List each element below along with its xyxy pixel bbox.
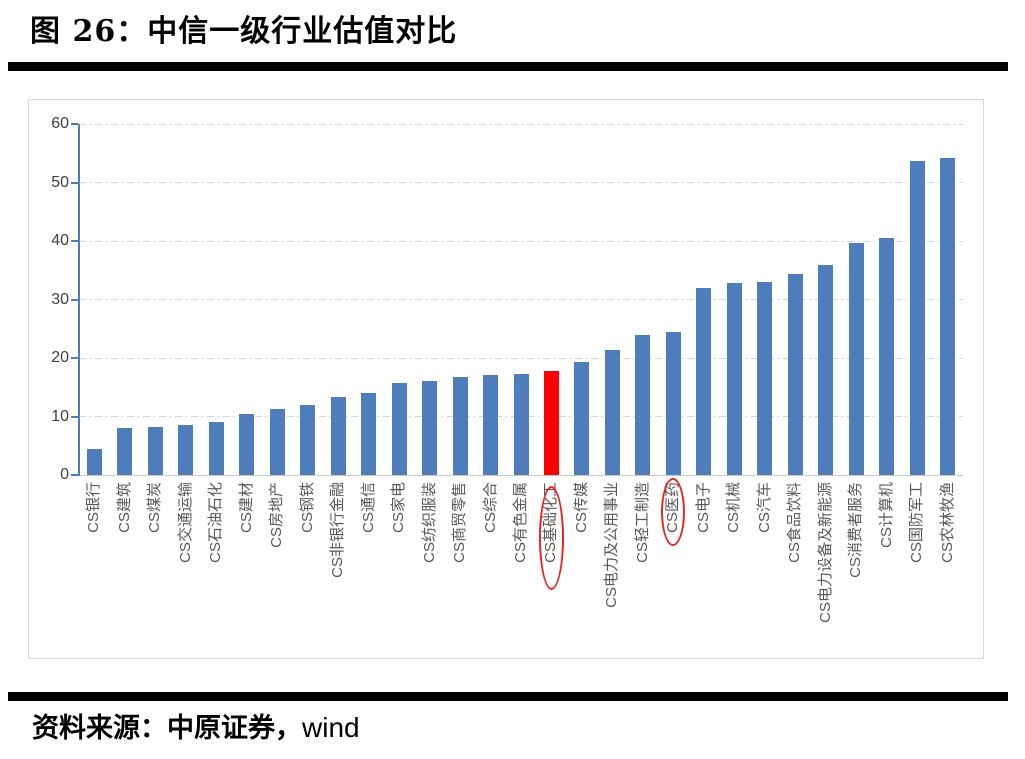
y-axis-tick-label: 0 (60, 466, 69, 483)
x-axis-category-label-text: CS非银行金融 (329, 482, 347, 578)
x-axis-category-label-text: CS汽车 (755, 482, 773, 533)
bar (147, 427, 163, 475)
x-axis-category-label-text: CS轻工制造 (633, 482, 651, 563)
y-axis-tick-label: 60 (51, 115, 69, 132)
y-axis-tick-label: 30 (51, 290, 69, 308)
figure-title: 图 26：中信一级行业估值对比 (30, 14, 458, 49)
bar (818, 264, 834, 475)
source-note-prefix: 资料来源：中原证券， (32, 713, 302, 744)
y-gridline (79, 123, 963, 125)
x-axis-category-label-text: CS综合 (481, 482, 499, 533)
y-axis-tick (71, 240, 78, 242)
x-axis-category-label-text: CS电子 (694, 482, 712, 533)
y-axis-line (78, 124, 80, 476)
y-axis-tick (71, 123, 78, 125)
x-axis-category-label-text: CS农林牧渔 (938, 482, 956, 563)
x-axis-category-label-text: CS电力及公用事业 (603, 482, 621, 608)
source-note-wind: wind (302, 712, 360, 743)
x-axis-category-label-text: CS石油石化 (207, 482, 225, 563)
bar (391, 383, 407, 475)
x-axis-category-label-text: CS家电 (390, 482, 408, 533)
bar (787, 273, 803, 475)
bar (726, 282, 742, 475)
bar (86, 448, 102, 475)
y-gridline (79, 357, 963, 359)
red-circle-annotation (538, 486, 564, 590)
bar (239, 413, 255, 475)
bar (483, 374, 499, 475)
x-axis-category-label-text: CS建筑 (115, 482, 133, 533)
bar (940, 157, 956, 475)
y-gridline (79, 299, 963, 300)
valuation-bar-chart: 0 10 20 30 40 50 60 CS银行 CS建筑 CS煤炭 CS交通运输 CS石油石化 CS建… (28, 99, 984, 659)
title-divider-rule (8, 62, 1008, 71)
y-axis-tick-label: 10 (51, 407, 69, 425)
x-axis-category-label-text: CS食品饮料 (786, 482, 804, 563)
footer-divider-rule (8, 692, 1008, 701)
x-axis-category-label-text: CS电力设备及新能源 (816, 482, 834, 623)
y-axis-tick (71, 415, 78, 418)
source-note: 资料来源：中原证券，wind (32, 706, 360, 745)
bar (848, 242, 864, 475)
y-axis-tick-label: 20 (51, 349, 69, 366)
bar (696, 288, 712, 475)
bar (208, 422, 224, 475)
x-axis-category-label-text: CS商贸零售 (451, 482, 469, 563)
x-axis-category-label-text: CS房地产 (268, 482, 286, 548)
x-axis-category-label-text: CS交通运输 (176, 482, 194, 563)
bar-highlighted (543, 370, 559, 475)
y-axis-tick (71, 181, 78, 184)
bar (330, 397, 346, 475)
bar (452, 376, 468, 475)
x-axis-category-label-text: CS传媒 (572, 482, 590, 533)
bar (757, 281, 773, 475)
y-axis-tick-label: 40 (51, 232, 69, 249)
x-axis-category-label-text: CS国防军工 (908, 482, 926, 563)
x-axis-category-label-text: CS消费者服务 (847, 482, 865, 578)
x-axis-category-label: CS农林牧渔 (939, 481, 1021, 563)
bar (909, 161, 925, 475)
x-axis-category-label-text: CS计算机 (877, 482, 895, 548)
x-axis-line (79, 475, 963, 476)
bar (574, 361, 590, 475)
plot-area: 0 10 20 30 40 50 60 CS银行 CS建筑 CS煤炭 CS交通运输 CS石油石化 CS建… (51, 115, 963, 623)
bar (513, 374, 529, 475)
y-axis-tick (71, 298, 78, 301)
x-axis-category-label-text: CS建材 (237, 482, 255, 533)
bar (604, 349, 620, 475)
x-axis-category-label-text: CS煤炭 (146, 482, 164, 533)
bar (300, 405, 316, 475)
bar (178, 424, 194, 475)
bar (269, 409, 285, 475)
x-axis-category-label-text: CS钢铁 (298, 482, 316, 533)
y-gridline (79, 240, 963, 242)
y-axis-tick-label: 50 (51, 173, 69, 191)
y-axis-tick (71, 474, 78, 476)
bar (422, 380, 438, 475)
x-axis-category-label-text: CS通信 (359, 482, 377, 533)
bar (117, 427, 133, 475)
x-axis-category-label-text: CS纺织服装 (420, 482, 438, 563)
x-axis-category-label-text: CS机械 (725, 482, 743, 533)
red-circle-annotation (661, 478, 686, 546)
x-axis-category-label-text: CS有色金属 (512, 482, 529, 563)
x-axis-category-label-text: CS银行 (85, 482, 103, 533)
y-axis-tick (71, 357, 78, 359)
bar (361, 393, 377, 475)
y-gridline (79, 182, 963, 183)
bar (665, 331, 681, 475)
bar (635, 334, 651, 475)
bar (879, 238, 895, 475)
